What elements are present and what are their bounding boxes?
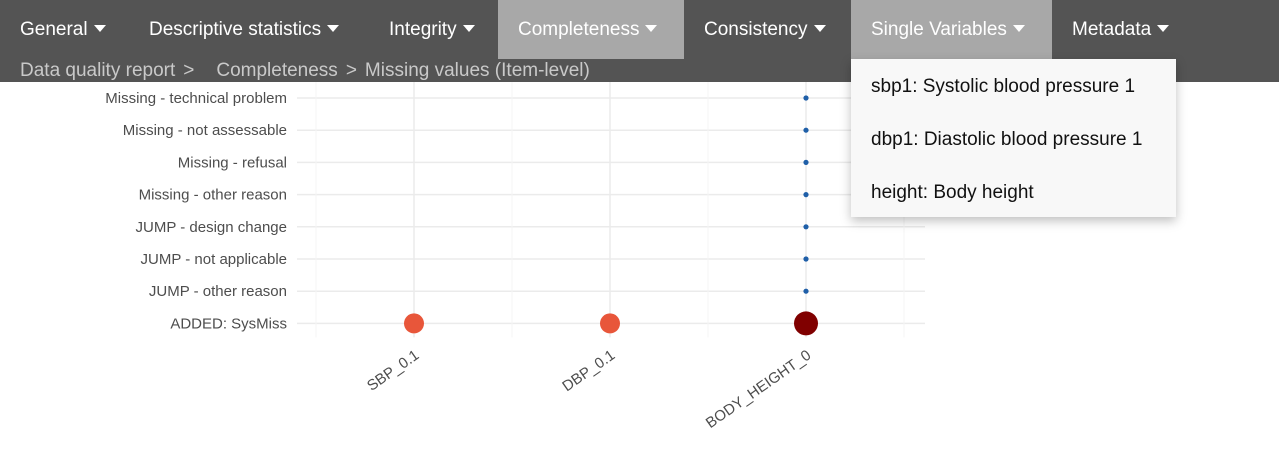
data-point: [404, 313, 424, 334]
breadcrumb: Data quality report > Completeness > Missing…: [20, 59, 590, 82]
nav-integrity-menu[interactable]: Integrity: [369, 0, 495, 59]
y-tick-label: JUMP - other reason: [149, 283, 287, 300]
y-tick-label: Missing - not assessable: [123, 122, 287, 139]
breadcrumb-current-page: Missing values (Item-level): [364, 60, 590, 81]
caret-down-icon: [645, 25, 658, 33]
data-point: [600, 313, 620, 334]
data-point: [803, 159, 809, 165]
top-navbar: General Descriptive statistics Integrity…: [0, 0, 1279, 82]
data-point: [803, 288, 809, 294]
single-variables-dropdown: sbp1: Systolic blood pressure 1 dbp1: Di…: [851, 59, 1176, 217]
data-point: [803, 224, 809, 230]
y-tick-label: Missing - technical problem: [105, 90, 287, 107]
nav-metadata-menu[interactable]: Metadata: [1052, 0, 1189, 59]
data-point: [803, 95, 809, 101]
breadcrumb-separator: >: [183, 60, 195, 81]
y-tick-label: Missing - other reason: [139, 187, 287, 204]
nav-general-label: General: [20, 19, 88, 40]
caret-down-icon: [462, 25, 475, 33]
x-tick-label: SBP_0.1: [364, 347, 422, 395]
missing-values-dot-plot: Missing - technical problem Missing - not…: [105, 82, 925, 432]
nav-single-variables-menu[interactable]: Single Variables: [851, 0, 1052, 59]
breadcrumb-section-link[interactable]: Completeness: [216, 60, 338, 81]
data-point: [803, 256, 809, 262]
dropdown-item-height[interactable]: height: Body height: [871, 182, 1034, 203]
y-tick-label: JUMP - design change: [136, 219, 287, 236]
breadcrumb-separator: >: [345, 60, 357, 81]
nav-consistency-menu[interactable]: Consistency: [684, 0, 846, 59]
caret-down-icon: [1157, 25, 1170, 33]
nav-metadata-label: Metadata: [1072, 19, 1152, 40]
data-point: [794, 311, 818, 336]
y-tick-label: JUMP - not applicable: [141, 251, 287, 268]
nav-consistency-label: Consistency: [704, 19, 808, 40]
caret-down-icon: [93, 25, 106, 33]
nav-descriptive-statistics-label: Descriptive statistics: [149, 19, 322, 40]
nav-completeness-label: Completeness: [518, 19, 640, 40]
nav-single-variables-label: Single Variables: [871, 19, 1007, 40]
dropdown-item-dbp1[interactable]: dbp1: Diastolic blood pressure 1: [871, 129, 1143, 150]
data-point: [803, 192, 809, 198]
caret-down-icon: [1012, 25, 1025, 33]
data-point: [803, 127, 809, 133]
breadcrumb-root-link[interactable]: Data quality report: [20, 60, 176, 81]
y-tick-label: ADDED: SysMiss: [170, 315, 287, 332]
nav-descriptive-statistics-menu[interactable]: Descriptive statistics: [129, 0, 359, 59]
nav-completeness-menu[interactable]: Completeness: [498, 0, 684, 59]
x-tick-label: DBP_0.1: [559, 347, 618, 395]
nav-integrity-label: Integrity: [389, 19, 457, 40]
x-tick-label: BODY_HEIGHT_0: [703, 347, 815, 432]
caret-down-icon: [327, 25, 340, 33]
dropdown-item-sbp1[interactable]: sbp1: Systolic blood pressure 1: [871, 76, 1136, 97]
nav-general-menu[interactable]: General: [0, 0, 126, 59]
y-tick-label: Missing - refusal: [178, 154, 287, 171]
caret-down-icon: [813, 25, 826, 33]
